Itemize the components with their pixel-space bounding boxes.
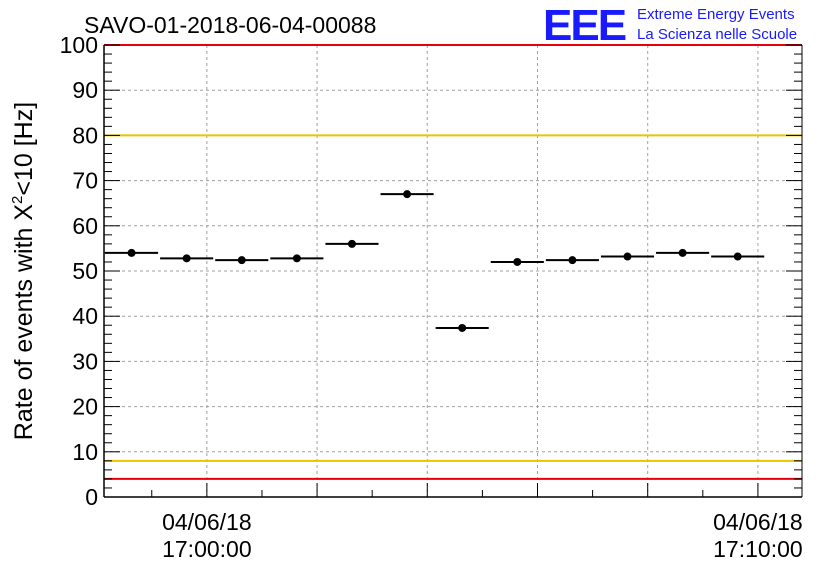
data-point (237, 256, 246, 265)
y-tick-label: 60 (72, 213, 98, 239)
data-point (513, 257, 522, 266)
y-axis-title-main: Rate of events with X (10, 204, 38, 441)
x-tick-label-time: 17:10:00 (713, 536, 803, 562)
y-tick-label: 40 (72, 303, 98, 329)
y-tick-label: 10 (72, 439, 98, 465)
y-axis-title-sup: 2 (9, 196, 26, 204)
y-axis-title: Rate of events with X2<10 [Hz] (9, 102, 38, 440)
y-tick-label: 50 (72, 258, 98, 284)
y-tick-label: 20 (72, 394, 98, 420)
y-axis-title-tail: <10 [Hz] (10, 102, 38, 196)
data-point (678, 248, 687, 257)
ticks (104, 44, 802, 498)
data-points (105, 190, 765, 332)
eee-logo-mark: EEE (543, 1, 626, 50)
eee-logo-line1: Extreme Energy Events (637, 6, 795, 23)
eee-logo-line2: La Scienza nelle Scuole (637, 26, 797, 43)
eee-logo: EEE Extreme Energy Events La Scienza nel… (543, 1, 797, 50)
data-point (568, 256, 577, 265)
reference-lines (104, 44, 802, 480)
y-tick-label: 30 (72, 348, 98, 374)
y-tick-label: 100 (60, 32, 98, 58)
data-point (623, 252, 632, 261)
data-point (458, 323, 467, 332)
data-point (127, 248, 136, 257)
y-tick-label: 80 (72, 122, 98, 148)
y-tick-label: 90 (72, 77, 98, 103)
y-tick-label: 70 (72, 168, 98, 194)
data-point (733, 252, 742, 261)
svg-text:Rate of events with X2<10 [Hz]: Rate of events with X2<10 [Hz] (9, 102, 38, 440)
grid (104, 45, 802, 497)
data-point (292, 254, 301, 263)
data-point (182, 254, 191, 263)
y-tick-label: 0 (85, 484, 98, 510)
x-tick-label-date: 04/06/18 (713, 509, 803, 535)
x-tick-label-time: 17:00:00 (162, 536, 252, 562)
x-tick-label-date: 04/06/18 (162, 509, 252, 535)
data-point (347, 239, 356, 248)
data-point (403, 190, 412, 199)
chart-title: SAVO-01-2018-06-04-00088 (84, 12, 376, 38)
tick-labels: 010203040506070809010004/06/1817:00:0004… (60, 32, 803, 562)
